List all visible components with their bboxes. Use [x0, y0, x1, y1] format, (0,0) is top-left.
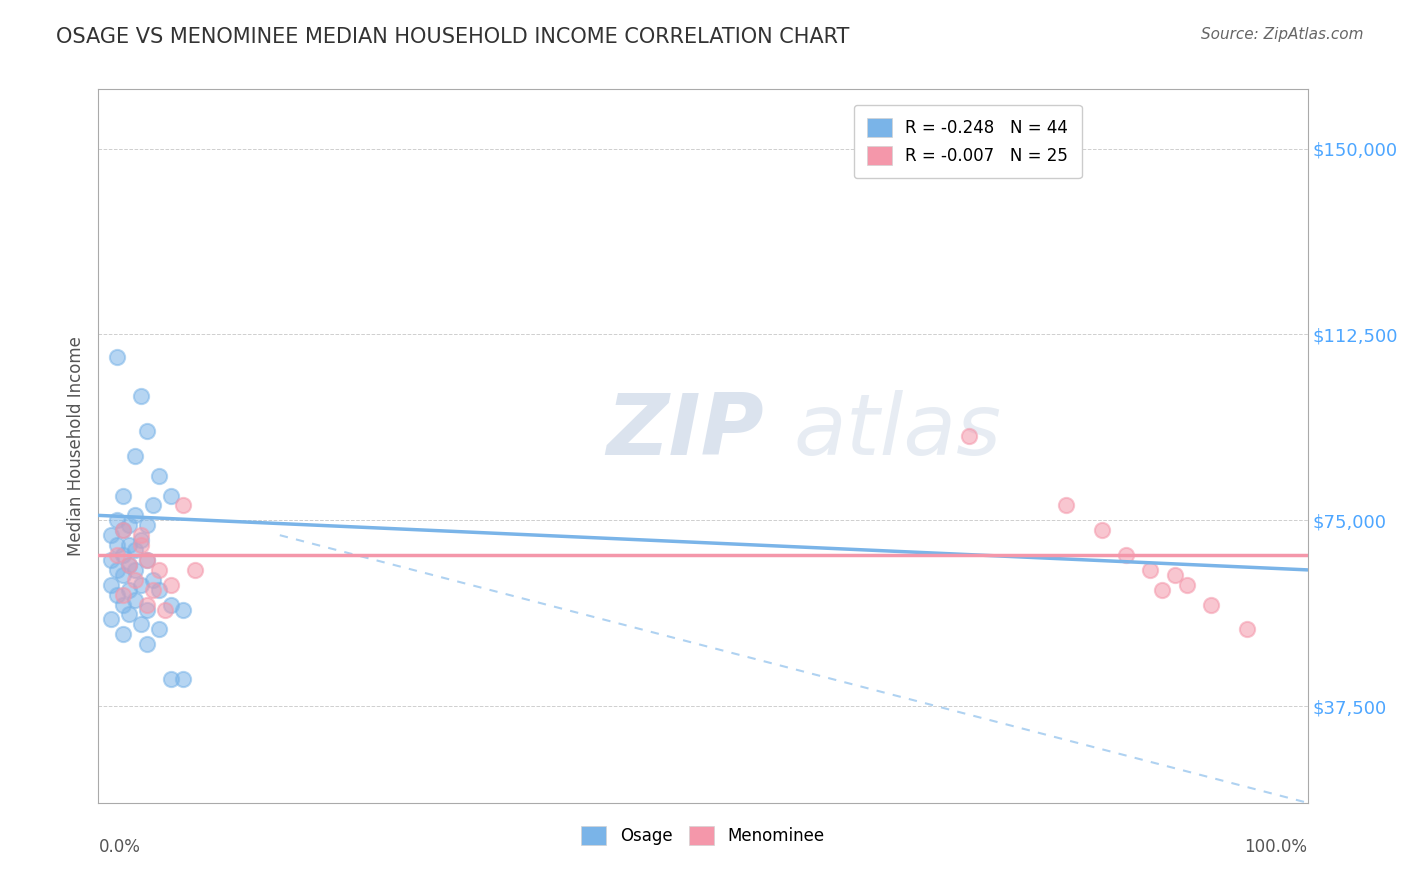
- Point: [118, 607, 141, 622]
- Text: Source: ZipAtlas.com: Source: ZipAtlas.com: [1201, 27, 1364, 42]
- Point: [135, 424, 157, 438]
- Point: [129, 533, 152, 548]
- Point: [148, 563, 170, 577]
- Point: [118, 558, 141, 572]
- Text: 100.0%: 100.0%: [1244, 838, 1308, 856]
- Point: [135, 553, 157, 567]
- Point: [129, 389, 152, 403]
- Point: [124, 573, 146, 587]
- Point: [160, 489, 183, 503]
- Point: [118, 558, 141, 572]
- Point: [148, 623, 170, 637]
- Point: [1091, 523, 1114, 537]
- Point: [105, 350, 128, 364]
- Point: [153, 602, 176, 616]
- Point: [124, 592, 146, 607]
- Point: [1199, 598, 1222, 612]
- Point: [135, 598, 157, 612]
- Point: [135, 518, 157, 533]
- Point: [100, 578, 122, 592]
- Point: [142, 499, 165, 513]
- Point: [957, 429, 980, 443]
- Y-axis label: Median Household Income: Median Household Income: [66, 336, 84, 556]
- Point: [100, 528, 122, 542]
- Point: [135, 553, 157, 567]
- Point: [160, 672, 183, 686]
- Point: [118, 582, 141, 597]
- Point: [1163, 567, 1185, 582]
- Point: [111, 588, 134, 602]
- Text: OSAGE VS MENOMINEE MEDIAN HOUSEHOLD INCOME CORRELATION CHART: OSAGE VS MENOMINEE MEDIAN HOUSEHOLD INCO…: [56, 27, 849, 46]
- Point: [111, 523, 134, 537]
- Point: [1139, 563, 1161, 577]
- Point: [124, 543, 146, 558]
- Point: [111, 627, 134, 641]
- Point: [105, 538, 128, 552]
- Text: ZIP: ZIP: [606, 390, 763, 474]
- Point: [129, 528, 152, 542]
- Point: [100, 612, 122, 626]
- Point: [105, 563, 128, 577]
- Point: [1115, 548, 1137, 562]
- Point: [105, 513, 128, 527]
- Point: [111, 489, 134, 503]
- Point: [1152, 582, 1174, 597]
- Point: [184, 563, 207, 577]
- Point: [160, 578, 183, 592]
- Point: [111, 523, 134, 537]
- Point: [105, 588, 128, 602]
- Point: [118, 538, 141, 552]
- Point: [124, 563, 146, 577]
- Point: [142, 582, 165, 597]
- Point: [142, 573, 165, 587]
- Point: [148, 468, 170, 483]
- Point: [135, 602, 157, 616]
- Point: [148, 582, 170, 597]
- Point: [129, 617, 152, 632]
- Point: [160, 598, 183, 612]
- Legend: Osage, Menominee: Osage, Menominee: [575, 819, 831, 852]
- Point: [135, 637, 157, 651]
- Point: [111, 548, 134, 562]
- Point: [129, 538, 152, 552]
- Point: [105, 548, 128, 562]
- Point: [172, 602, 194, 616]
- Point: [172, 672, 194, 686]
- Point: [172, 499, 194, 513]
- Point: [111, 598, 134, 612]
- Text: atlas: atlas: [793, 390, 1001, 474]
- Point: [1054, 499, 1077, 513]
- Point: [100, 553, 122, 567]
- Point: [124, 508, 146, 523]
- Point: [124, 449, 146, 463]
- Point: [129, 578, 152, 592]
- Point: [1175, 578, 1198, 592]
- Text: 0.0%: 0.0%: [98, 838, 141, 856]
- Point: [1236, 623, 1258, 637]
- Point: [111, 567, 134, 582]
- Point: [118, 518, 141, 533]
